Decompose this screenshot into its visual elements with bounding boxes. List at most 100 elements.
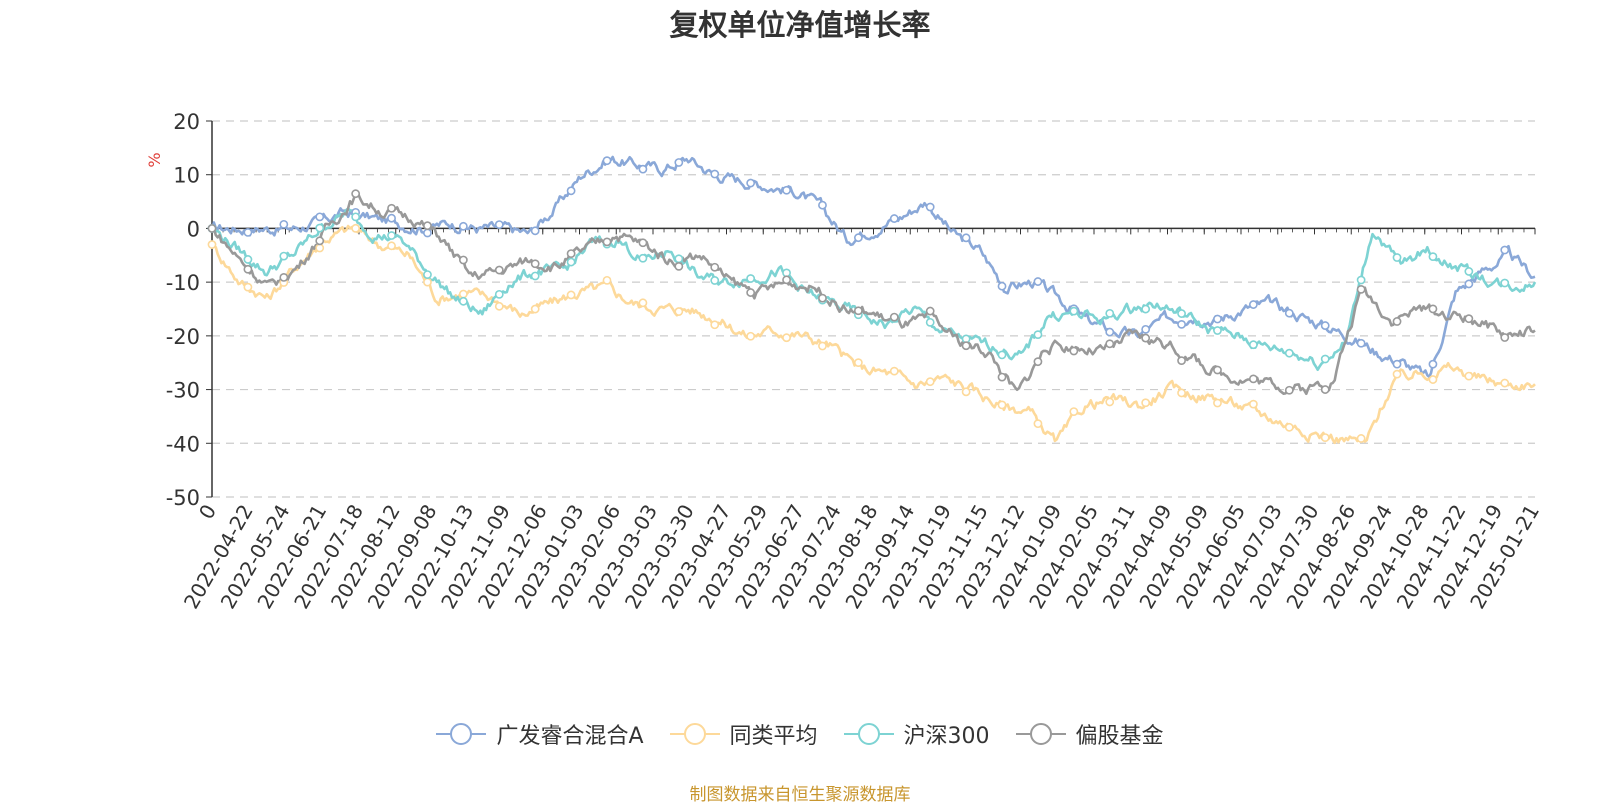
series-marker-0	[1033, 277, 1043, 286]
series-marker-1	[423, 277, 432, 287]
series-marker-2	[566, 257, 576, 267]
series-marker-3	[1500, 333, 1510, 342]
legend-item-2[interactable]: 沪深300	[843, 718, 990, 750]
series-marker-3	[1356, 284, 1366, 294]
legend-item-1[interactable]: 同类平均	[669, 718, 818, 750]
series-marker-0	[1177, 319, 1186, 329]
series-marker-0	[818, 200, 827, 210]
series-marker-0	[423, 228, 432, 238]
series-marker-2	[1356, 275, 1366, 285]
series-marker-1	[889, 366, 899, 376]
series-marker-1	[1213, 398, 1222, 408]
series-marker-0	[243, 228, 253, 237]
series-marker-3	[315, 236, 325, 246]
series-marker-3	[458, 255, 468, 265]
y-tick-label-0: 20	[173, 110, 200, 134]
series-marker-3	[1464, 314, 1474, 324]
series-marker-2	[1213, 326, 1222, 335]
legend-label: 广发睿合混合A	[496, 724, 644, 749]
series-marker-1	[494, 301, 504, 311]
series-marker-3	[494, 265, 504, 275]
series-marker-1	[1428, 375, 1438, 384]
series-marker-0	[1105, 327, 1115, 337]
series-marker-0	[387, 213, 396, 223]
series-marker-2	[387, 231, 396, 240]
legend-label: 同类平均	[729, 724, 818, 749]
series-marker-2	[279, 251, 289, 261]
series-marker-0	[315, 212, 325, 222]
series-marker-1	[1392, 369, 1402, 379]
series-marker-0	[458, 221, 468, 231]
series-marker-3	[602, 237, 612, 247]
series-marker-0	[925, 202, 935, 212]
legend-item-3[interactable]: 偏股基金	[1015, 718, 1164, 750]
series-marker-3	[530, 259, 540, 269]
series-marker-3	[1177, 356, 1186, 366]
series-marker-2	[1033, 330, 1043, 340]
series-marker-1	[1105, 397, 1115, 407]
chart-title: 复权单位净值增长率	[669, 8, 931, 42]
series-marker-0	[961, 233, 971, 243]
source-note: 制图数据来自恒生聚源数据库	[689, 785, 911, 805]
series-marker-1	[458, 289, 468, 299]
series-marker-3	[387, 203, 396, 213]
series-line-0	[210, 155, 1536, 379]
series-marker-1	[1320, 433, 1330, 443]
legend-swatch-icon	[1015, 722, 1066, 746]
series-marker-2	[458, 296, 468, 306]
series-marker-1	[315, 243, 325, 253]
grid-lines	[212, 120, 1535, 498]
series-marker-2	[746, 274, 756, 283]
x-tick-label-0: 0	[194, 500, 221, 523]
series-marker-0	[494, 220, 504, 230]
series-marker-1	[674, 307, 684, 316]
series-marker-3	[1284, 385, 1294, 395]
series-marker-3	[207, 224, 217, 233]
series-marker-0	[889, 214, 899, 223]
series-marker-0	[997, 281, 1007, 291]
legend: 广发睿合混合A 同类平均 沪深300 偏股基金	[0, 718, 1600, 750]
legend-item-0[interactable]: 广发睿合混合A	[436, 718, 644, 750]
series-marker-2	[925, 317, 935, 327]
series-marker-0	[1248, 300, 1258, 309]
series-marker-3	[1213, 365, 1222, 375]
series-marker-1	[1141, 398, 1151, 408]
series-marker-3	[1320, 385, 1330, 394]
series-marker-1	[961, 387, 971, 397]
series-marker-0	[1392, 359, 1402, 369]
series-marker-1	[243, 282, 253, 292]
y-tick-label-2: 0	[187, 217, 200, 241]
series-marker-3	[1392, 317, 1402, 326]
series-marker-2	[1392, 253, 1402, 262]
series-lines	[210, 155, 1537, 445]
series-marker-2	[530, 271, 540, 281]
series-marker-2	[1105, 308, 1115, 318]
series-marker-1	[1069, 407, 1079, 416]
series-marker-0	[1141, 324, 1151, 334]
series-marker-1	[746, 331, 756, 341]
series-marker-3	[674, 261, 684, 271]
series-marker-2	[997, 350, 1007, 360]
y-tick-label-6: -40	[166, 432, 200, 456]
series-marker-1	[1356, 434, 1366, 443]
series-marker-1	[925, 377, 935, 387]
series-marker-0	[853, 233, 863, 243]
series-marker-3	[351, 189, 361, 199]
series-marker-3	[423, 221, 432, 231]
legend-label: 沪深300	[903, 724, 990, 749]
series-marker-1	[782, 333, 791, 343]
series-marker-1	[351, 223, 361, 233]
series-marker-1	[566, 290, 576, 300]
series-marker-1	[1500, 378, 1510, 388]
series-marker-1	[530, 304, 540, 314]
series-marker-3	[997, 372, 1007, 382]
series-marker-1	[818, 341, 827, 351]
legend-swatch-icon	[436, 722, 487, 746]
series-marker-0	[1356, 338, 1366, 348]
series-marker-0	[746, 178, 756, 188]
series-marker-3	[1105, 339, 1115, 349]
series-marker-1	[710, 320, 720, 330]
series-marker-1	[1177, 388, 1186, 398]
series-marker-0	[530, 226, 540, 236]
series-marker-1	[853, 358, 863, 368]
